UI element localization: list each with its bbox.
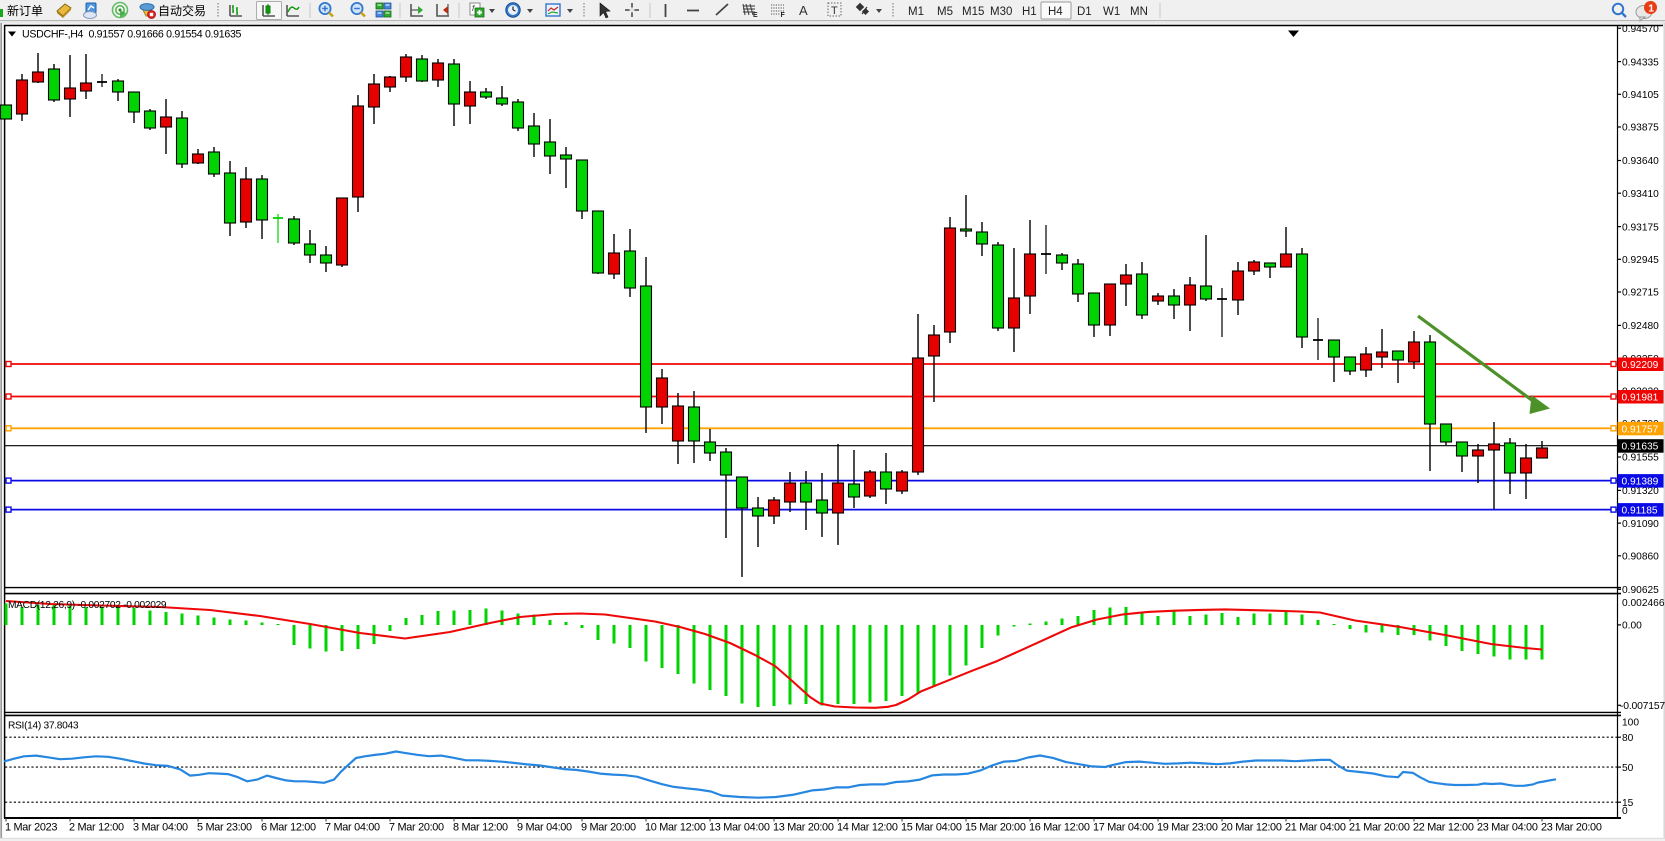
- svg-text:F: F: [781, 12, 786, 19]
- svg-text:新订单: 新订单: [7, 3, 43, 18]
- svg-text:17 Mar 04:00: 17 Mar 04:00: [1093, 822, 1154, 834]
- svg-text:0.90860: 0.90860: [1622, 552, 1659, 563]
- svg-text:自动交易: 自动交易: [158, 3, 206, 18]
- svg-text:23 Mar 04:00: 23 Mar 04:00: [1477, 822, 1538, 834]
- svg-text:f: f: [472, 4, 475, 13]
- svg-text:0.93175: 0.93175: [1622, 222, 1659, 233]
- svg-text:13 Mar 20:00: 13 Mar 20:00: [773, 822, 834, 834]
- svg-text:H4: H4: [1048, 6, 1063, 18]
- svg-text:0.94570: 0.94570: [1622, 24, 1659, 35]
- svg-text:MACD(12,26,9) -0.002702 -0.002: MACD(12,26,9) -0.002702 -0.002029: [8, 600, 167, 611]
- svg-text:15: 15: [1622, 798, 1634, 809]
- svg-text:9 Mar 20:00: 9 Mar 20:00: [581, 822, 636, 834]
- svg-text:0.91757: 0.91757: [1622, 424, 1659, 435]
- svg-text:D1: D1: [1077, 6, 1092, 18]
- svg-text:7 Mar 20:00: 7 Mar 20:00: [389, 822, 444, 834]
- svg-text:20 Mar 12:00: 20 Mar 12:00: [1221, 822, 1282, 834]
- svg-text:10 Mar 12:00: 10 Mar 12:00: [645, 822, 706, 834]
- svg-text:21 Mar 20:00: 21 Mar 20:00: [1349, 822, 1410, 834]
- svg-text:0.002466: 0.002466: [1622, 598, 1665, 609]
- svg-text:0.91185: 0.91185: [1622, 506, 1658, 517]
- svg-text:19 Mar 23:00: 19 Mar 23:00: [1157, 822, 1218, 834]
- svg-text:H1: H1: [1022, 6, 1037, 18]
- svg-text:50: 50: [1622, 763, 1634, 774]
- svg-text:14 Mar 12:00: 14 Mar 12:00: [837, 822, 898, 834]
- svg-text:80: 80: [1622, 733, 1634, 744]
- svg-text:0.93875: 0.93875: [1622, 123, 1659, 134]
- svg-text:0.91320: 0.91320: [1622, 486, 1659, 497]
- svg-text:8 Mar 12:00: 8 Mar 12:00: [453, 822, 508, 834]
- svg-text:23 Mar 20:00: 23 Mar 20:00: [1541, 822, 1602, 834]
- svg-text:MN: MN: [1130, 6, 1148, 18]
- svg-text:RSI(14) 37.8043: RSI(14) 37.8043: [8, 721, 79, 732]
- svg-text:21 Mar 04:00: 21 Mar 04:00: [1285, 822, 1346, 834]
- svg-text:15 Mar 20:00: 15 Mar 20:00: [965, 822, 1026, 834]
- svg-text:USDCHF-,H4 0.91557 0.91666 0.: USDCHF-,H4 0.91557 0.91666 0.91554 0.916…: [22, 29, 242, 41]
- svg-text:1 Mar 2023: 1 Mar 2023: [5, 822, 57, 834]
- svg-text:M5: M5: [937, 6, 953, 18]
- svg-text:0.94335: 0.94335: [1622, 57, 1659, 68]
- svg-text:2 Mar 12:00: 2 Mar 12:00: [69, 822, 124, 834]
- svg-text:0.90625: 0.90625: [1622, 585, 1659, 596]
- svg-text:W1: W1: [1103, 6, 1120, 18]
- svg-text:0.91090: 0.91090: [1622, 519, 1659, 530]
- svg-text:15 Mar 04:00: 15 Mar 04:00: [901, 822, 962, 834]
- svg-text:0: 0: [1622, 806, 1628, 817]
- svg-text:M15: M15: [962, 6, 984, 18]
- svg-text:6 Mar 12:00: 6 Mar 12:00: [261, 822, 316, 834]
- svg-text:E: E: [753, 12, 758, 19]
- svg-text:0.93410: 0.93410: [1622, 189, 1659, 200]
- svg-text:100: 100: [1622, 718, 1639, 729]
- svg-text:A: A: [799, 3, 808, 18]
- svg-text:0.93640: 0.93640: [1622, 156, 1659, 167]
- svg-text:-0.007157: -0.007157: [1620, 701, 1665, 712]
- svg-text:1: 1: [1648, 3, 1654, 15]
- svg-text:5 Mar 23:00: 5 Mar 23:00: [197, 822, 252, 834]
- svg-text:16 Mar 12:00: 16 Mar 12:00: [1029, 822, 1090, 834]
- svg-text:M30: M30: [990, 6, 1012, 18]
- svg-text:3 Mar 04:00: 3 Mar 04:00: [133, 822, 188, 834]
- svg-text:13 Mar 04:00: 13 Mar 04:00: [709, 822, 770, 834]
- svg-text:0.91635: 0.91635: [1622, 442, 1659, 453]
- svg-text:0.92480: 0.92480: [1622, 321, 1659, 332]
- svg-text:0.92715: 0.92715: [1622, 288, 1659, 299]
- svg-text:7 Mar 04:00: 7 Mar 04:00: [325, 822, 380, 834]
- svg-text:22 Mar 12:00: 22 Mar 12:00: [1413, 822, 1474, 834]
- svg-text:0.91389: 0.91389: [1622, 477, 1659, 488]
- svg-text:0.00: 0.00: [1622, 621, 1642, 632]
- svg-text:9 Mar 04:00: 9 Mar 04:00: [517, 822, 572, 834]
- svg-text:0.91555: 0.91555: [1622, 453, 1659, 464]
- svg-text:0.91981: 0.91981: [1622, 393, 1659, 404]
- svg-text:M1: M1: [908, 6, 924, 18]
- svg-text:0.92209: 0.92209: [1622, 360, 1659, 371]
- svg-text:0.92945: 0.92945: [1622, 255, 1659, 266]
- svg-text:0.94105: 0.94105: [1622, 90, 1659, 101]
- svg-text:T: T: [831, 5, 838, 17]
